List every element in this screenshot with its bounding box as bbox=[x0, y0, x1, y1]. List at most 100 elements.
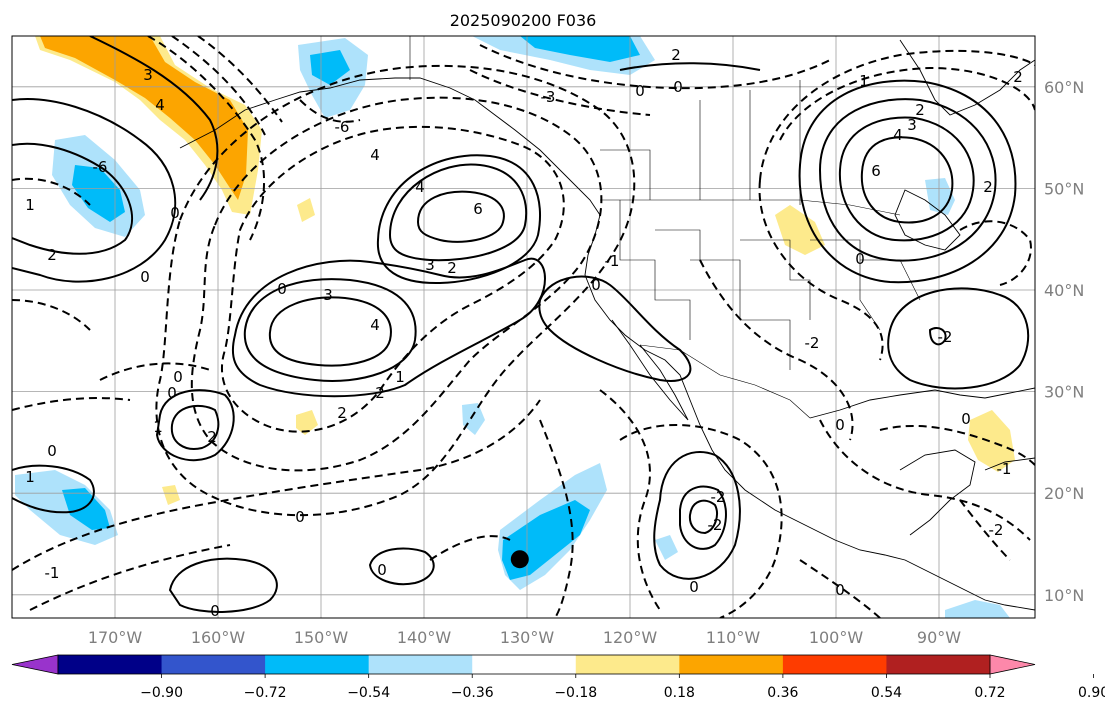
contour-label: 3 bbox=[323, 286, 333, 304]
latitude-label: 10°N bbox=[1044, 586, 1084, 605]
colorbar-segment bbox=[368, 655, 473, 674]
contour-label: -2 bbox=[805, 334, 820, 352]
shade-yellow-small-2 bbox=[296, 410, 318, 435]
contour-label: -2 bbox=[711, 488, 726, 506]
colorbar-segment bbox=[472, 655, 577, 674]
borders-canada-provinces bbox=[600, 80, 801, 205]
contour-label: -1 bbox=[605, 252, 620, 270]
contour-solid bbox=[416, 190, 505, 243]
political-borders bbox=[409, 36, 921, 419]
contour-label: 6 bbox=[473, 200, 483, 218]
contour-solid bbox=[170, 404, 220, 450]
contour-label: 2 bbox=[1013, 68, 1023, 86]
longitude-label: 130°W bbox=[500, 628, 555, 647]
latitude-label: 60°N bbox=[1044, 78, 1084, 97]
shade-lightblue-small-2 bbox=[655, 535, 678, 560]
contour-label: -6 bbox=[335, 118, 350, 136]
coastlines bbox=[179, 39, 1035, 611]
shade-yellow-small-1 bbox=[297, 198, 315, 222]
contour-solid bbox=[268, 296, 392, 367]
graticule bbox=[12, 36, 1035, 618]
contour-solid bbox=[168, 557, 278, 613]
contour-label: 0 bbox=[277, 280, 287, 298]
contour-lines bbox=[12, 36, 1030, 613]
shade-blue-west bbox=[72, 165, 125, 222]
contour-dashed bbox=[12, 177, 91, 206]
contour-label: -1 bbox=[997, 460, 1012, 478]
contour-label: 3 bbox=[425, 256, 435, 274]
contour-dashed bbox=[171, 36, 266, 136]
contour-dashed bbox=[619, 424, 783, 618]
longitude-label: 150°W bbox=[294, 628, 349, 647]
coastline-hudson bbox=[899, 39, 1035, 116]
colorbar-tick-label: −0.72 bbox=[244, 685, 287, 701]
colorbar-tick-label: 0.54 bbox=[871, 685, 902, 701]
contour-solid bbox=[679, 485, 727, 550]
border-us-mexico bbox=[639, 344, 811, 419]
contour-solid bbox=[818, 98, 997, 262]
shade-lightblue-small-1 bbox=[462, 403, 485, 435]
contour-dashed bbox=[959, 499, 1011, 561]
contour-solid bbox=[653, 451, 741, 580]
contour-solid bbox=[538, 275, 692, 382]
colorbar-tick-label: 0.72 bbox=[974, 685, 1005, 701]
contour-dashed bbox=[758, 179, 884, 361]
longitude-label: 160°W bbox=[191, 628, 246, 647]
contour-solid bbox=[12, 464, 95, 514]
coastline-west-coast bbox=[584, 214, 1035, 611]
shade-yellow-midwest bbox=[775, 205, 825, 255]
contour-dashed bbox=[779, 66, 1035, 141]
contour-solid bbox=[12, 98, 177, 283]
contour-label: 6 bbox=[871, 162, 881, 180]
colorbar-segment bbox=[886, 655, 991, 674]
longitude-label: 90°W bbox=[917, 628, 961, 647]
contour-dashed bbox=[959, 220, 1032, 286]
contour-label: 2 bbox=[915, 101, 925, 119]
colorbar-segment bbox=[782, 655, 887, 674]
contour-value-labels: 6 4 3 2 3 0 4 2 2 1 4 0 0 1 2 0 1 -1 0 0… bbox=[25, 46, 1023, 620]
contour-label: -2 bbox=[938, 328, 953, 346]
map-frame bbox=[11, 35, 1036, 619]
shade-blue-north bbox=[520, 36, 640, 62]
contour-lines-dashed bbox=[12, 36, 1035, 618]
colorbar-tick-label: −0.36 bbox=[451, 685, 494, 701]
contour-label: -2 bbox=[708, 516, 723, 534]
latitude-label: 40°N bbox=[1044, 281, 1084, 300]
contour-label: -2 bbox=[989, 521, 1004, 539]
contour-label: 2 bbox=[375, 384, 385, 402]
contour-label: 0 bbox=[961, 410, 971, 428]
contour-label: 1 bbox=[153, 418, 163, 436]
contour-label: 2 bbox=[671, 46, 681, 64]
contour-solid bbox=[688, 499, 718, 535]
shade-blue-alaska bbox=[310, 50, 350, 85]
colorbar-tick-label: −0.90 bbox=[140, 685, 183, 701]
colorbar-tick-label: 0.36 bbox=[767, 685, 798, 701]
contour-label: 0 bbox=[210, 602, 220, 620]
coastline-caribbean bbox=[984, 457, 1035, 471]
contour-label: -1 bbox=[45, 564, 60, 582]
coastline-yucatan bbox=[899, 449, 976, 536]
contour-label: 3 bbox=[907, 116, 917, 134]
longitude-label: 120°W bbox=[603, 628, 658, 647]
contour-dashed bbox=[12, 397, 131, 411]
contour-dashed bbox=[539, 419, 574, 618]
map-area: 6 4 3 2 3 0 4 2 2 1 4 0 0 1 2 0 1 -1 0 0… bbox=[12, 36, 1035, 620]
contour-label: 2 bbox=[337, 404, 347, 422]
contour-label: 0 bbox=[673, 78, 683, 96]
colorbar-tick-label: −0.54 bbox=[347, 685, 390, 701]
shade-orange-core bbox=[40, 36, 248, 200]
colorbar-tick-label: 0.90 bbox=[1078, 685, 1105, 701]
contour-dashed bbox=[220, 125, 565, 433]
contour-label: 1 bbox=[25, 196, 35, 214]
contour-label: 0 bbox=[295, 508, 305, 526]
contour-label: 4 bbox=[370, 146, 380, 164]
contour-label: 0 bbox=[689, 578, 699, 596]
contour-label: 2 bbox=[983, 178, 993, 196]
contour-solid bbox=[368, 547, 435, 585]
colorbar-tick-label: −0.18 bbox=[554, 685, 597, 701]
contour-label: 1 bbox=[25, 468, 35, 486]
contour-dashed bbox=[99, 362, 211, 381]
contour-dashed bbox=[197, 36, 283, 123]
